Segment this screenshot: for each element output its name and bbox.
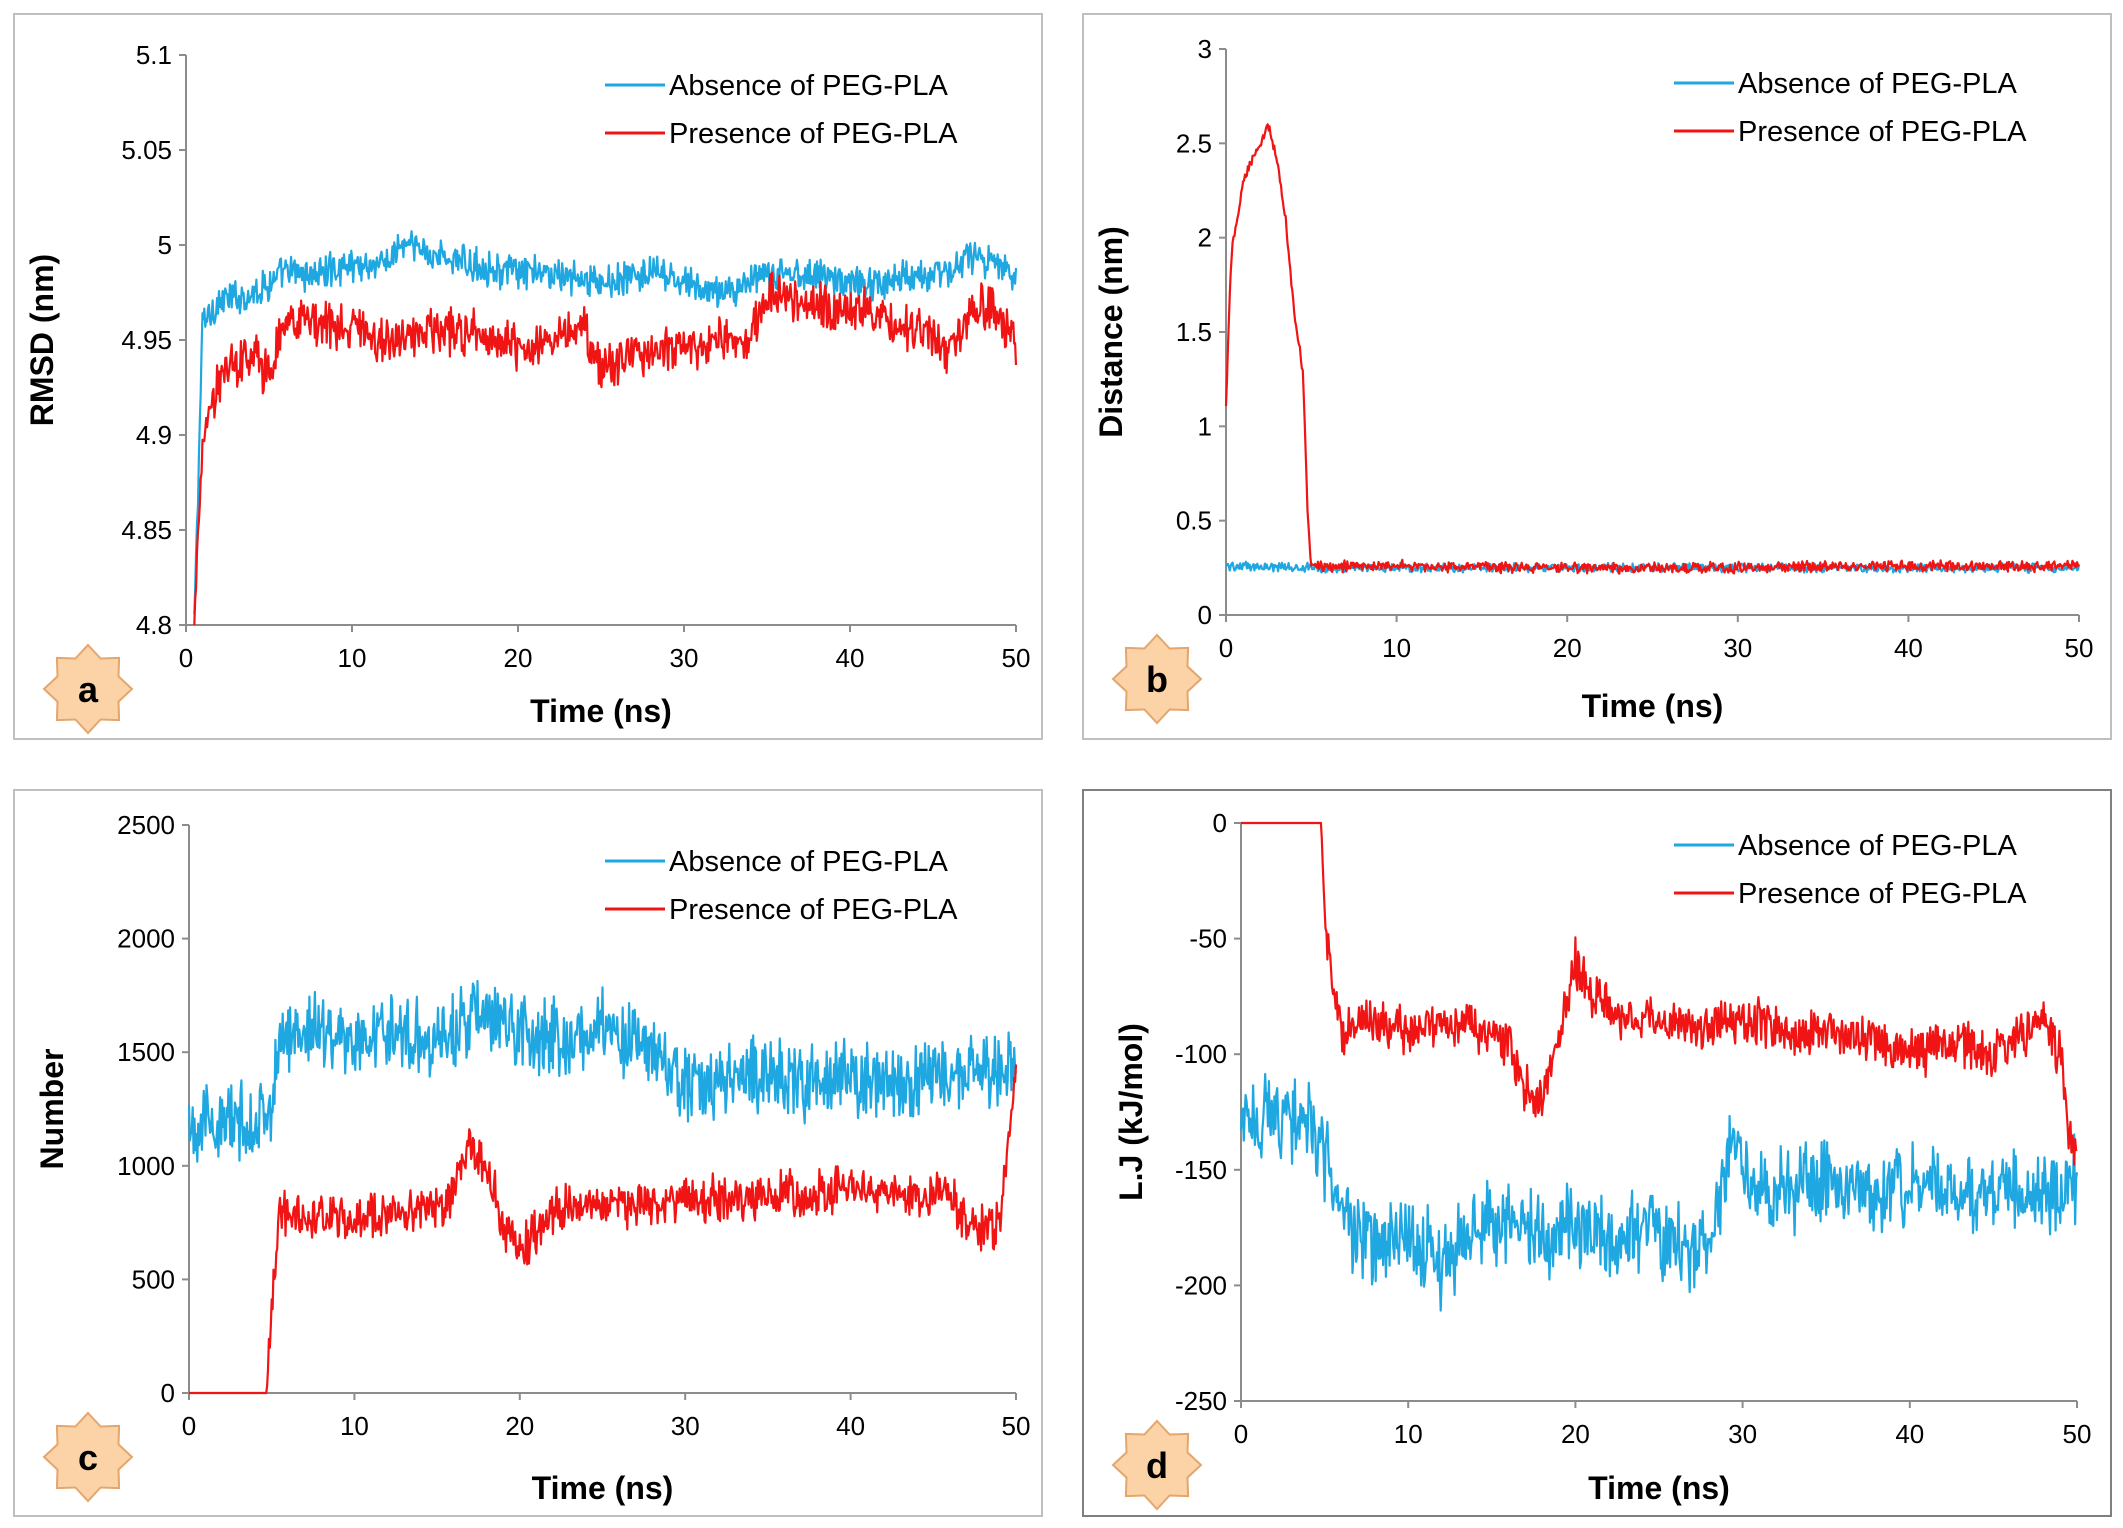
x-tick-label: 0 [1234, 1419, 1248, 1449]
x-tick-label: 20 [505, 1411, 534, 1441]
badge-star-shape [1111, 1419, 1203, 1511]
y-tick-label: 2 [1198, 223, 1212, 253]
y-tick-label: 5 [158, 230, 172, 260]
badge-star-shape [42, 1411, 134, 1503]
legend-label: Presence of PEG-PLA [1738, 878, 2027, 910]
x-tick-label: 40 [1894, 633, 1923, 663]
y-axis-label: L.J (kJ/mol) [1113, 1023, 1149, 1201]
y-tick-label: 5.1 [136, 40, 172, 70]
x-axis-label: Time (ns) [1582, 688, 1724, 724]
y-tick-label: 2000 [117, 924, 175, 954]
y-tick-label: 5.05 [121, 135, 172, 165]
panel-b: 0 0.5 1 1.5 2 2.5 3 0 10 20 30 40 50 Time (ns) Distanc… [1082, 13, 2112, 740]
panel-badge: a [42, 643, 134, 735]
series-line-presence [188, 1064, 1018, 1395]
x-tick-label: 50 [2065, 633, 2094, 663]
y-tick-label: 1 [1198, 411, 1212, 441]
y-tick-label: -150 [1175, 1155, 1227, 1185]
x-tick-label: 50 [1002, 1411, 1031, 1441]
panel-c: 0 500 1000 1500 2000 2500 0 10 20 30 40 50 Time (ns)… [13, 789, 1043, 1517]
x-tick-label: 40 [836, 643, 865, 673]
x-tick-label: 0 [182, 1411, 196, 1441]
chart-svg-c: 0 500 1000 1500 2000 2500 0 10 20 30 40 50 Time (ns)… [34, 810, 1031, 1506]
chart-svg-a: 4.8 4.85 4.9 4.95 5 5.05 5.1 0 10 20 30 40 50 Time (n… [24, 40, 1031, 735]
y-tick-label: 500 [132, 1264, 175, 1294]
x-tick-label: 30 [670, 643, 699, 673]
series-line-absence [187, 979, 1018, 1163]
y-axis-label: Number [34, 1049, 70, 1170]
y-tick-label: 0 [1213, 808, 1227, 838]
y-tick-label: 4.8 [136, 610, 172, 640]
x-tick-label: 30 [1723, 633, 1752, 663]
legend-label: Presence of PEG-PLA [669, 118, 958, 150]
panel-badge: c [42, 1411, 134, 1503]
y-tick-label: 3 [1198, 34, 1212, 64]
x-tick-label: 20 [1553, 633, 1582, 663]
x-tick-label: 0 [179, 643, 193, 673]
y-tick-label: -50 [1189, 924, 1227, 954]
legend-label: Absence of PEG-PLA [1738, 830, 2018, 862]
y-tick-label: 4.85 [121, 515, 172, 545]
x-axis-label: Time (ns) [532, 1470, 674, 1506]
y-tick-label: 4.95 [121, 325, 172, 355]
legend-label: Presence of PEG-PLA [669, 894, 958, 926]
x-tick-label: 30 [1728, 1419, 1757, 1449]
badge-letter: a [78, 669, 99, 710]
x-tick-label: 20 [504, 643, 533, 673]
y-axis-label: RMSD (nm) [24, 254, 60, 426]
y-tick-label: 2500 [117, 810, 175, 840]
y-tick-label: 4.9 [136, 420, 172, 450]
y-tick-label: 1.5 [1176, 317, 1212, 347]
legend-label: Presence of PEG-PLA [1738, 116, 2027, 148]
y-axis-label: Distance (nm) [1093, 226, 1129, 438]
x-tick-label: 30 [671, 1411, 700, 1441]
y-tick-label: 1000 [117, 1151, 175, 1181]
x-tick-label: 40 [836, 1411, 865, 1441]
legend-label: Absence of PEG-PLA [669, 846, 949, 878]
x-tick-label: 10 [1394, 1419, 1423, 1449]
x-tick-label: 50 [1002, 643, 1031, 673]
badge-letter: b [1146, 659, 1168, 700]
y-tick-label: -250 [1175, 1386, 1227, 1416]
x-tick-label: 20 [1561, 1419, 1590, 1449]
x-tick-label: 10 [1382, 633, 1411, 663]
y-tick-label: -200 [1175, 1270, 1227, 1300]
series-line-absence [193, 230, 1018, 615]
x-axis-label: Time (ns) [1588, 1470, 1730, 1506]
legend-label: Absence of PEG-PLA [1738, 68, 2018, 100]
series-line-absence [1239, 1072, 2079, 1312]
x-tick-label: 10 [338, 643, 367, 673]
y-tick-label: -100 [1175, 1039, 1227, 1069]
y-tick-label: 0 [161, 1378, 175, 1408]
series-line-presence [1240, 821, 2078, 1166]
y-tick-label: 0.5 [1176, 506, 1212, 536]
x-tick-label: 40 [1895, 1419, 1924, 1449]
panel-badge: b [1111, 633, 1203, 725]
legend-label: Absence of PEG-PLA [669, 70, 949, 102]
x-tick-label: 0 [1219, 633, 1233, 663]
y-tick-label: 2.5 [1176, 128, 1212, 158]
x-tick-label: 50 [2063, 1419, 2092, 1449]
y-tick-label: 0 [1198, 600, 1212, 630]
x-axis-label: Time (ns) [530, 693, 672, 729]
series-line-presence [193, 271, 1018, 626]
panel-badge: d [1111, 1419, 1203, 1511]
badge-star-shape [42, 643, 134, 735]
series-line-presence [1224, 123, 2080, 575]
badge-letter: d [1146, 1445, 1168, 1486]
badge-star-shape [1111, 633, 1203, 725]
panel-d: 0 -50 -100 -150 -200 -250 0 10 20 30 40 50 Time (ns)… [1082, 789, 2112, 1517]
panel-a: 4.8 4.85 4.9 4.95 5 5.05 5.1 0 10 20 30 40 50 Time (n… [13, 13, 1043, 740]
y-tick-label: 1500 [117, 1037, 175, 1067]
x-tick-label: 10 [340, 1411, 369, 1441]
badge-letter: c [78, 1437, 98, 1478]
